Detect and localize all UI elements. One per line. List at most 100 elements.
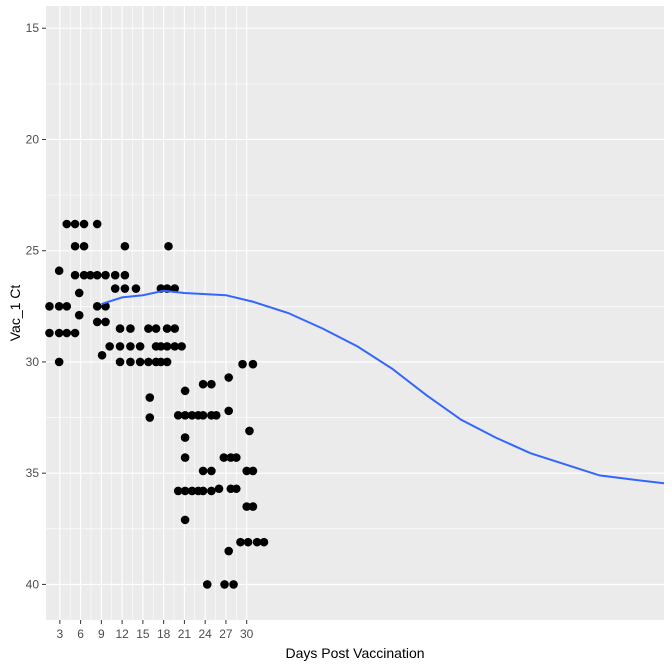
- data-point: [135, 357, 145, 367]
- data-point: [242, 466, 251, 476]
- y-axis: 15 20 25 30 35 40: [26, 21, 46, 591]
- data-point: [173, 486, 183, 496]
- data-point: [170, 284, 180, 293]
- data-point: [180, 486, 190, 496]
- data-point: [70, 219, 80, 229]
- x-tick-label: 3: [56, 627, 63, 641]
- data-point: [70, 328, 80, 338]
- data-point: [151, 324, 161, 333]
- data-point: [92, 219, 102, 229]
- x-tick-label: 24: [198, 627, 212, 641]
- data-point: [170, 342, 180, 351]
- data-point: [156, 342, 166, 351]
- major-gridlines: [46, 6, 664, 620]
- y-tick-label: 25: [26, 244, 40, 258]
- data-point: [92, 270, 102, 280]
- x-tick-label: 12: [115, 627, 129, 641]
- data-point: [236, 537, 245, 547]
- data-point: [54, 328, 64, 338]
- x-tick-label: 6: [77, 627, 84, 641]
- y-tick-label: 15: [26, 21, 40, 35]
- data-point: [219, 453, 229, 462]
- data-point: [187, 411, 197, 420]
- data-point: [70, 241, 80, 251]
- data-point: [224, 546, 234, 556]
- data-point: [211, 411, 221, 420]
- data-point: [198, 411, 208, 420]
- data-point: [156, 357, 166, 367]
- data-point: [180, 386, 190, 396]
- data-point: [101, 270, 110, 280]
- data-point: [79, 219, 89, 229]
- data-point: [62, 302, 72, 311]
- x-axis-title: Days Post Vaccination: [285, 645, 424, 661]
- y-axis-title: Vac_1 Ct: [7, 285, 23, 342]
- data-point: [162, 342, 172, 351]
- data-point: [126, 324, 135, 333]
- data-point: [62, 328, 72, 338]
- data-point: [162, 324, 172, 333]
- data-point: [245, 426, 254, 436]
- data-point: [220, 580, 229, 589]
- data-point: [126, 342, 135, 351]
- data-point: [164, 241, 173, 251]
- panel-background: [46, 6, 664, 620]
- x-tick-label: 30: [240, 627, 254, 641]
- data-point: [242, 502, 251, 511]
- data-point: [224, 373, 234, 382]
- data-point: [180, 453, 190, 462]
- data-point: [115, 342, 125, 351]
- data-point: [243, 537, 253, 547]
- data-point: [187, 486, 197, 496]
- smooth-curve: [101, 289, 665, 485]
- y-tick-label: 40: [26, 577, 40, 591]
- data-point: [248, 466, 258, 476]
- x-tick-label: 18: [157, 627, 171, 641]
- data-point: [207, 466, 216, 476]
- y-tick-label: 30: [26, 355, 40, 369]
- data-point: [229, 580, 238, 589]
- data-point: [145, 393, 155, 402]
- data-point: [238, 359, 247, 369]
- x-tick-label: 9: [98, 627, 105, 641]
- data-point: [54, 302, 64, 311]
- data-point: [144, 324, 153, 333]
- data-point: [144, 357, 153, 367]
- data-point: [120, 241, 130, 251]
- data-point: [74, 288, 84, 298]
- data-point: [79, 270, 89, 280]
- data-point: [162, 357, 172, 367]
- data-point: [207, 379, 216, 389]
- data-point: [105, 342, 114, 351]
- data-point: [207, 486, 216, 496]
- data-point: [120, 270, 130, 280]
- data-point: [115, 357, 125, 367]
- data-point: [232, 484, 241, 494]
- data-point: [70, 270, 80, 280]
- data-point: [232, 453, 241, 462]
- data-point: [79, 241, 89, 251]
- x-axis: 3 6 9 12 15 18 21 24 27 30: [56, 620, 254, 641]
- y-tick-label: 35: [26, 466, 40, 480]
- data-point: [97, 350, 107, 360]
- data-point: [170, 324, 180, 333]
- x-tick-label: 27: [219, 627, 233, 641]
- smooth-line: [101, 289, 665, 485]
- data-point: [177, 342, 186, 351]
- data-point: [224, 406, 234, 416]
- x-tick-label: 21: [178, 627, 192, 641]
- data-point: [198, 466, 208, 476]
- data-point: [54, 266, 64, 276]
- data-point: [85, 270, 95, 280]
- data-point: [92, 302, 102, 311]
- data-point: [101, 317, 110, 327]
- data-point: [259, 537, 269, 547]
- data-point: [248, 502, 258, 511]
- data-point: [110, 270, 120, 280]
- minor-gridlines: [46, 6, 664, 620]
- data-point: [214, 484, 224, 494]
- data-point: [135, 342, 145, 351]
- data-point: [54, 357, 64, 367]
- data-point: [252, 537, 262, 547]
- data-point: [198, 379, 208, 389]
